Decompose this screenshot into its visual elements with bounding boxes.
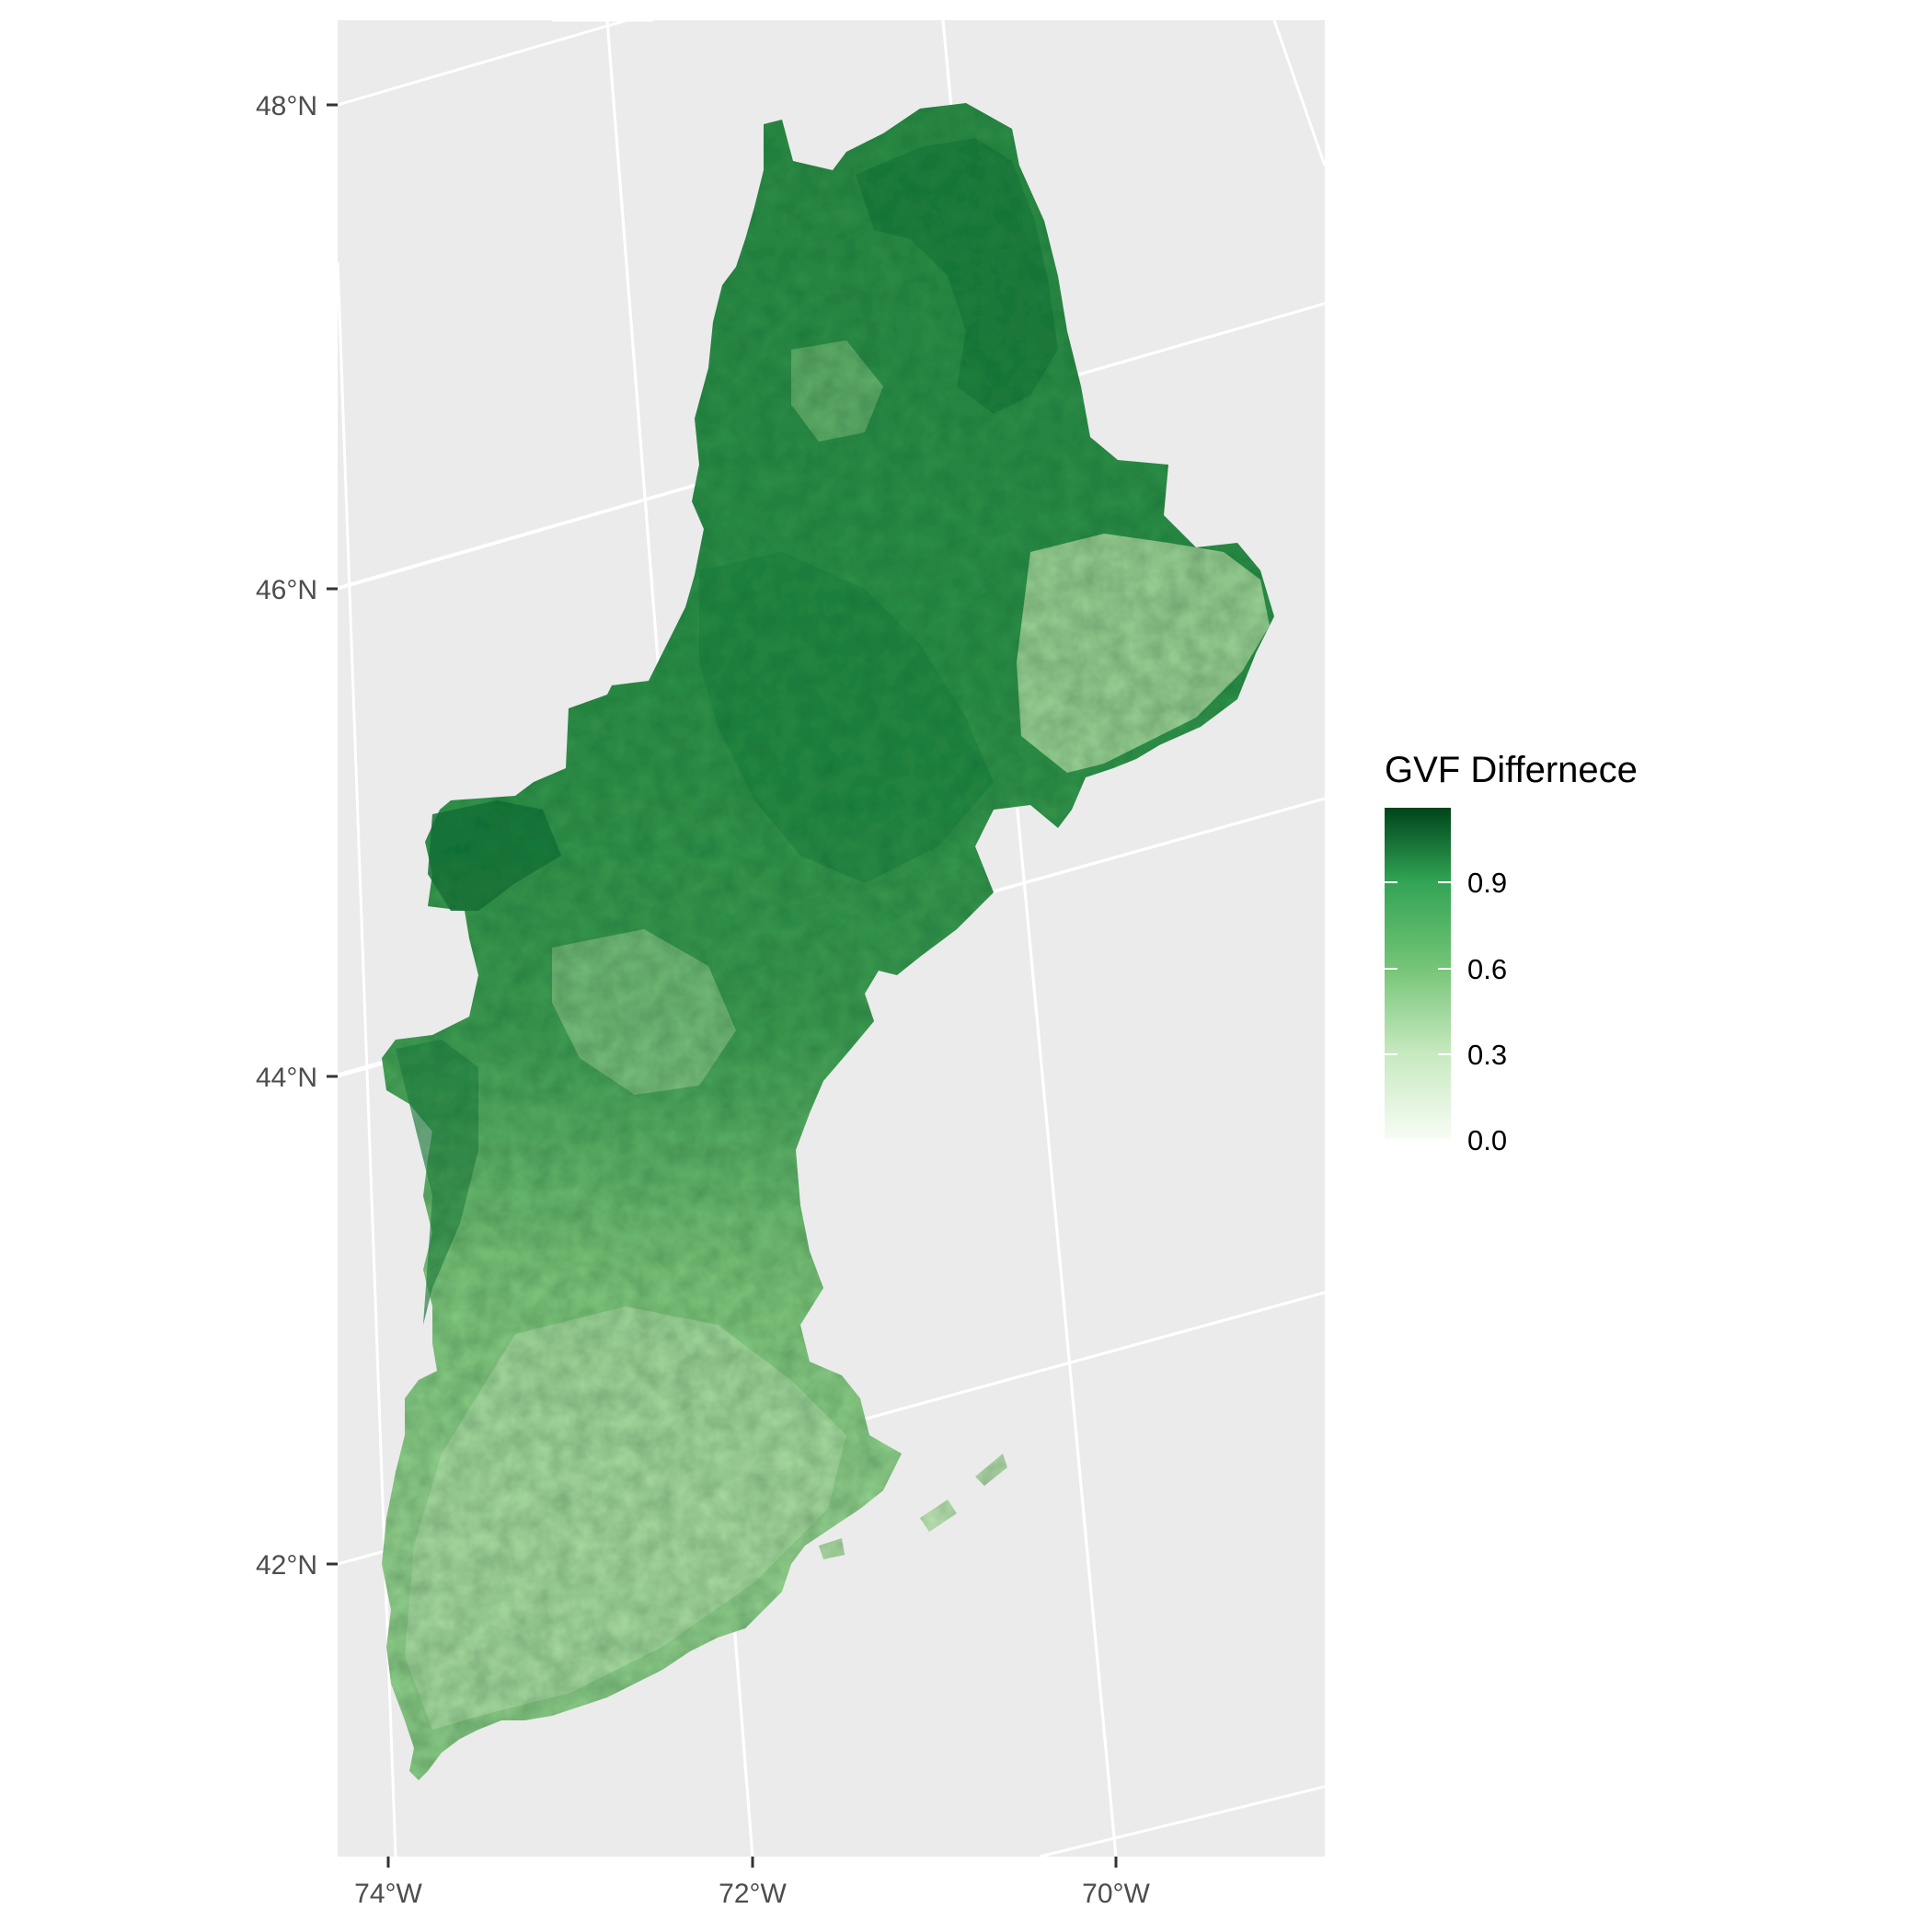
graticule-lon-69: [1272, 20, 1325, 167]
light-patch-mid: [552, 929, 736, 1095]
y-axis: 48°N 46°N 44°N 42°N: [256, 91, 338, 1581]
island-east-1: [920, 1500, 957, 1532]
light-patch-east: [1017, 534, 1270, 773]
y-tick-label-48: 48°N: [256, 91, 317, 121]
x-tick-label-74: 74°W: [354, 1879, 422, 1909]
graticule-lat-48: [338, 20, 632, 107]
legend-label-0.9: 0.9: [1467, 867, 1507, 899]
legend-label-0.6: 0.6: [1467, 953, 1507, 985]
legend-colorbar: [1385, 808, 1451, 1139]
legend-label-0.0: 0.0: [1467, 1124, 1507, 1156]
legend-ticks: [1385, 881, 1451, 1055]
dark-patch-west: [428, 800, 561, 911]
dark-patch-center: [699, 552, 994, 883]
x-axis: 74°W 72°W 70°W: [354, 1857, 1151, 1909]
x-tick-label-72: 72°W: [719, 1879, 787, 1909]
dark-patch-west2: [396, 1040, 478, 1325]
legend-label-0.3: 0.3: [1467, 1039, 1507, 1071]
light-patch-south: [405, 1306, 846, 1730]
y-tick-label-42: 42°N: [256, 1550, 317, 1581]
graticule-lon-74: [338, 261, 397, 1857]
choropleth-region: [382, 103, 1274, 1780]
legend-title: GVF Differnece: [1385, 750, 1638, 790]
x-tick-label-70: 70°W: [1082, 1879, 1150, 1909]
island-east-2: [975, 1454, 1007, 1486]
dark-patch-north: [856, 138, 1058, 414]
light-patch-north: [791, 340, 883, 442]
y-tick-label-46: 46°N: [256, 575, 317, 605]
graticule-lat-41: [1039, 1785, 1325, 1857]
y-tick-label-44: 44°N: [256, 1063, 317, 1093]
legend: GVF Differnece 0.9 0.6 0.3 0.0: [1385, 750, 1638, 1156]
island-south-1: [819, 1538, 845, 1559]
